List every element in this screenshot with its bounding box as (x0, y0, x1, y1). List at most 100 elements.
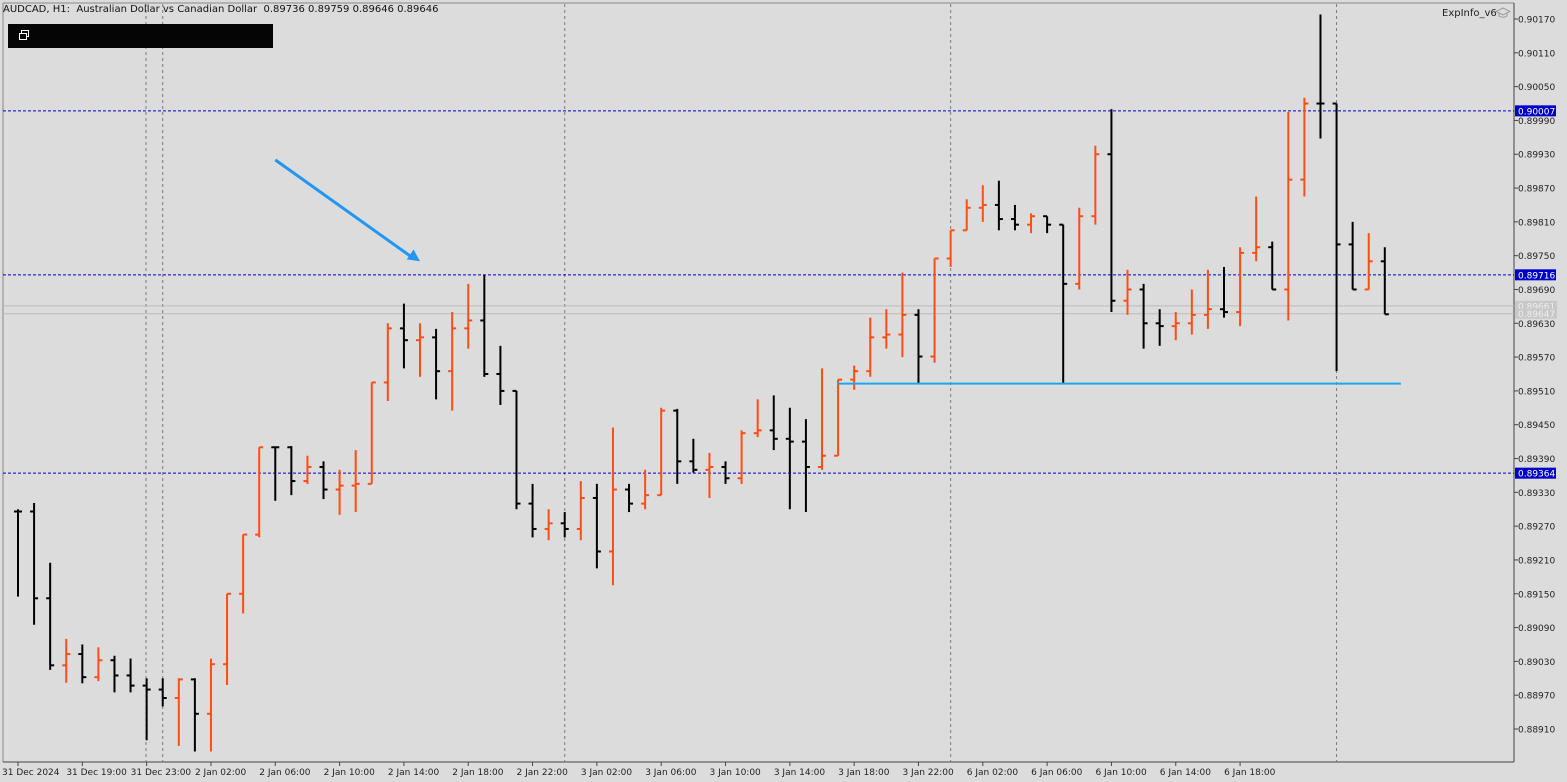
ohlc-bar (1075, 207, 1084, 290)
price-tick-label: 0.89090 (1518, 624, 1555, 634)
time-tick-label: 2 Jan 10:00 (324, 768, 376, 778)
price-tick-label: 0.89030 (1518, 658, 1555, 668)
time-tick-label: 2 Jan 02:00 (195, 768, 247, 778)
price-tick-label: 0.88970 (1518, 692, 1555, 702)
ohlc-bar (528, 483, 537, 538)
level-price-tag (1515, 105, 1556, 117)
arrow-shaft (274, 158, 413, 259)
ohlc-bar (1010, 204, 1019, 231)
ohlc-bar (898, 272, 907, 358)
graduation-cap-icon (1495, 7, 1511, 18)
time-axis: 31 Dec 2024 31 Dec 19:00 31 Dec 23:00 2 Jan… (2, 762, 1276, 778)
ohlc-bar (1043, 215, 1052, 234)
ohlc-bar (14, 509, 22, 597)
time-tick-label: 6 Jan 02:00 (967, 768, 1019, 778)
ohlc-bar (303, 455, 312, 484)
time-tick-label: 2 Jan 22:00 (517, 768, 569, 778)
ohlc-bar (850, 365, 859, 390)
ohlc-bar (1268, 241, 1277, 291)
ohlc-bar (206, 658, 215, 752)
ohlc-bar (930, 257, 939, 363)
time-tick-label: 6 Jan 10:00 (1095, 768, 1147, 778)
level-price-tag-text: 0.90007 (1518, 107, 1555, 117)
faint-price-tag-text: 0.89661 (1518, 302, 1555, 312)
ohlc-bar (737, 430, 746, 484)
faint-price-tag-text: 0.89647 (1518, 310, 1555, 320)
ohlc-bar (705, 452, 714, 498)
ohlc-bar (641, 469, 650, 510)
ohlc-bar (1252, 196, 1261, 262)
ohlc-bar (1027, 213, 1036, 234)
ohlc-bar (1091, 145, 1100, 225)
ohlc-bar (1300, 97, 1309, 197)
time-tick-label: 2 Jan 06:00 (259, 768, 311, 778)
ohlc-bar (1139, 283, 1148, 349)
faint-price-tag (1515, 300, 1557, 311)
ohlc-bar (223, 592, 232, 686)
price-tick-label: 0.89270 (1518, 523, 1555, 533)
ohlc-bar (464, 283, 473, 349)
ohlc-bar (174, 678, 183, 746)
ohlc-bar (1380, 247, 1389, 316)
time-tick-label: 31 Dec 19:00 (66, 768, 127, 778)
price-tick-label: 0.90170 (1518, 16, 1555, 26)
price-tick-label: 0.89510 (1518, 387, 1555, 397)
ohlc-bar (94, 647, 103, 682)
ohlc-bar (689, 438, 698, 473)
ohlc-bar (1348, 221, 1357, 291)
ohlc-bar (962, 199, 971, 232)
time-tick-label: 3 Jan 10:00 (710, 768, 762, 778)
ohlc-bar (46, 562, 55, 670)
ohlc-bar (1332, 102, 1341, 372)
ohlc-bar (544, 509, 553, 541)
ohlc-bar (239, 533, 248, 614)
grid-layer (2, 2, 1515, 763)
ohlc-bar (994, 180, 1003, 231)
time-tick-label: 3 Jan 22:00 (902, 768, 954, 778)
level-price-tag (1515, 467, 1556, 479)
ohlc-bar (882, 309, 891, 349)
price-tick-label: 0.89450 (1518, 421, 1555, 431)
ohlc-bar (978, 185, 987, 222)
price-tick-label: 0.89570 (1518, 354, 1555, 364)
price-tick-label: 0.90050 (1518, 83, 1555, 93)
ohlc-bar (1059, 223, 1068, 384)
indicator-label: ExpInfo_v6 (1442, 8, 1497, 19)
ohlc-bar (834, 378, 843, 457)
level-price-tag-text: 0.89716 (1518, 271, 1555, 281)
ohlc-bar (818, 368, 826, 470)
time-tick-label: 3 Jan 02:00 (581, 768, 633, 778)
ohlc-bar (142, 678, 151, 741)
ohlc-bar (1316, 14, 1325, 139)
ohlc-bar (625, 483, 634, 513)
price-tick-label: 0.89690 (1518, 286, 1555, 296)
restore-window-icon[interactable] (18, 29, 30, 41)
levels-layer (3, 110, 1514, 474)
bars-layer (14, 14, 1389, 752)
ohlc-bar (769, 395, 778, 451)
ohlc-bar (673, 408, 682, 484)
ohlc-bar (1236, 247, 1245, 327)
ohlc-bar (432, 328, 441, 400)
ohlc-bar (78, 644, 87, 684)
ohlc-bar (512, 389, 521, 510)
time-tick-label: 3 Jan 06:00 (645, 768, 697, 778)
ohlc-bar (1187, 289, 1196, 335)
trade-panel[interactable] (8, 24, 273, 48)
ohlc-bar (335, 469, 344, 515)
ohlc-bar (1123, 269, 1132, 315)
price-tick-label: 0.89930 (1518, 151, 1555, 161)
drawings-layer (274, 158, 1401, 385)
ohlc-bar (383, 323, 392, 402)
time-tick-label: 2 Jan 14:00 (388, 768, 440, 778)
price-tick-label: 0.89390 (1518, 455, 1555, 465)
level-price-tag-text: 0.89364 (1518, 470, 1555, 480)
ohlc-bar (319, 461, 328, 500)
ohlc-bar (1171, 312, 1180, 341)
ohlc-bar (1284, 111, 1293, 321)
ohlc-bar (785, 407, 794, 510)
time-tick-label: 6 Jan 14:00 (1160, 768, 1212, 778)
ohlc-bar (271, 446, 280, 501)
ohlc-bar (1107, 109, 1116, 313)
